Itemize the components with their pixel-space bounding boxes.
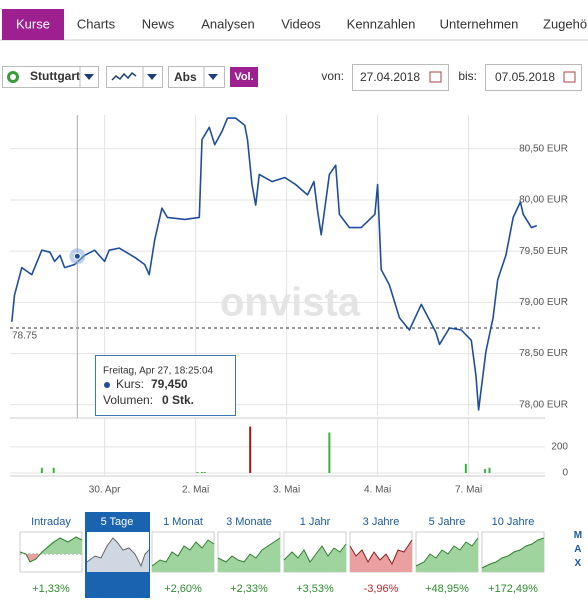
tooltip-time: Freitag, Apr 27, 18:25:04 xyxy=(103,366,214,377)
exchange-select[interactable] xyxy=(2,66,99,88)
period-change: -3,96% xyxy=(364,583,399,595)
period-label[interactable]: 3 Jahre xyxy=(363,516,400,528)
period-change: +172,49% xyxy=(488,583,538,595)
from-date: 27.04.2018 xyxy=(360,70,420,84)
hover-point xyxy=(73,252,81,260)
active-tab-bg xyxy=(2,9,64,40)
y-tick-label: 200 xyxy=(551,441,568,452)
period-label[interactable]: 5 Jahre xyxy=(429,516,466,528)
charttype-select[interactable] xyxy=(106,66,163,88)
tab[interactable]: Unternehmen xyxy=(440,16,519,31)
to-label: bis: xyxy=(458,69,477,83)
max-link[interactable]: MAX xyxy=(572,530,583,572)
tab[interactable]: Kurse xyxy=(16,16,50,31)
y-tick-label: 78,00 EUR xyxy=(519,399,568,410)
y-tick-label: 79,50 EUR xyxy=(519,246,568,257)
period-change: +3,53% xyxy=(296,583,334,595)
tab[interactable]: Zugehö xyxy=(543,16,587,31)
volume-bar xyxy=(483,469,486,473)
period-label[interactable]: Intraday xyxy=(31,516,71,528)
tooltip-bullet xyxy=(104,382,110,388)
exchange: Stuttgart xyxy=(30,69,80,83)
globe-icon xyxy=(10,74,16,80)
volume-bar xyxy=(200,471,203,473)
dropdown-arrow xyxy=(208,74,218,80)
tab[interactable]: Kennzahlen xyxy=(347,16,416,31)
volume-bar xyxy=(196,471,199,473)
line-icon xyxy=(111,71,137,81)
tooltip-volume: 0 Stk. xyxy=(162,393,194,407)
x-tick-label: 4. Mai xyxy=(364,485,391,496)
price-line xyxy=(11,117,538,411)
period-label[interactable]: 5 Tage xyxy=(101,516,134,528)
from-label: von: xyxy=(321,69,344,83)
tab[interactable]: Analysen xyxy=(201,16,254,31)
tab[interactable]: News xyxy=(142,16,175,31)
period-label[interactable]: 10 Jahre xyxy=(492,516,535,528)
x-tick-label: 3. Mai xyxy=(273,485,300,496)
tooltip xyxy=(95,355,236,416)
tab[interactable]: Videos xyxy=(281,16,321,31)
volume-bar xyxy=(488,467,491,473)
period-thumbs xyxy=(19,531,545,573)
y-tick-label: 78,50 EUR xyxy=(519,348,568,359)
y-tick-label: 0 xyxy=(562,468,568,479)
period-change: +2,60% xyxy=(164,583,202,595)
reference-label: 78.75 xyxy=(12,331,37,342)
scale: Abs xyxy=(174,70,197,84)
period-change: +2,33% xyxy=(230,583,268,595)
calendar-icon[interactable] xyxy=(429,71,442,83)
to-date: 07.05.2018 xyxy=(495,70,555,84)
periods: Intraday +1,33% 5 Tage 1 Monat +2,60% 3 Monat… xyxy=(31,516,538,595)
dropdown-arrow xyxy=(147,74,157,80)
period-label[interactable]: 3 Monate xyxy=(226,516,272,528)
volume-label: Vol. xyxy=(234,71,253,83)
x-tick-label: 2. Mai xyxy=(182,485,209,496)
volume-bar xyxy=(464,463,467,473)
plot: 78,00 EUR 78,50 EUR 79,00 EUR 79,50 EUR 80,0… xyxy=(10,115,568,496)
volume-bar xyxy=(249,426,252,473)
tooltip-price: 79,450 xyxy=(151,377,188,391)
x-tick-label: 30. Apr xyxy=(89,485,121,496)
y-tick-label: 80,50 EUR xyxy=(519,143,568,154)
volume-bar xyxy=(40,467,43,473)
volume-bar xyxy=(52,467,55,473)
period-change: +48,95% xyxy=(425,583,469,595)
y-tick-label: 80,00 EUR xyxy=(519,195,568,206)
dropdown-arrow xyxy=(84,74,94,80)
period-change: +1,33% xyxy=(32,583,70,595)
calendar-icon[interactable] xyxy=(563,71,576,83)
tooltip-volume-label: Volumen: xyxy=(103,393,153,407)
y-tick-label: 79,00 EUR xyxy=(519,297,568,308)
period-label[interactable]: 1 Jahr xyxy=(300,516,331,528)
volume-bar xyxy=(328,432,331,473)
period-label[interactable]: 1 Monat xyxy=(163,516,203,528)
tooltip-price-label: Kurs: xyxy=(116,377,144,391)
scale-select[interactable] xyxy=(168,66,225,88)
tab[interactable]: Charts xyxy=(77,16,116,31)
x-tick-label: 7. Mai xyxy=(455,485,482,496)
volume-bar xyxy=(203,471,206,473)
volume-toggle[interactable] xyxy=(230,67,258,87)
